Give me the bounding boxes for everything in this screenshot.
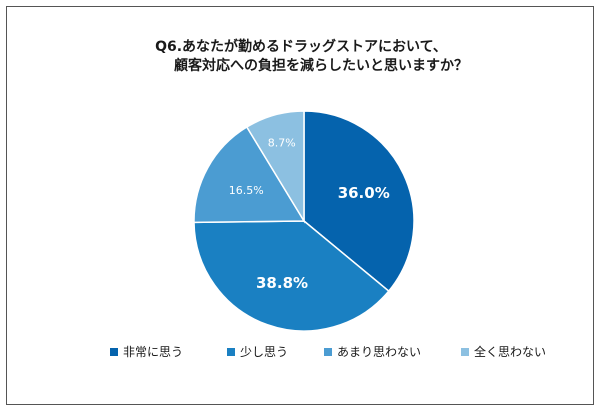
pie-data-label-1: 36.0% (338, 184, 390, 202)
pie-slice-1 (303, 110, 415, 293)
legend-swatch-4 (461, 347, 469, 356)
legend-swatch-1 (110, 347, 118, 356)
chart-title: Q6.あなたが勤めるドラッグストアにおいて、 顧客対応への負担を減らしたいと思い… (0, 38, 602, 76)
pie-data-label-3: 16.5% (229, 184, 264, 197)
legend-item-3: あまり思わない (324, 343, 421, 360)
legend-label-3: あまり思わない (337, 345, 422, 359)
pie-slice-3 (193, 125, 306, 224)
pie-data-label-2: 38.8% (256, 274, 308, 292)
legend-item-1: 非常に思う (110, 343, 183, 360)
legend-item-2: 少し思う (227, 343, 288, 360)
pie-slice-2 (193, 220, 390, 332)
pie-data-label-4: 8.7% (268, 137, 296, 150)
legend-swatch-3 (324, 347, 332, 356)
legend-label-4: 全く思わない (474, 345, 547, 359)
pie-slice-4 (245, 110, 305, 224)
legend-label-2: 少し思う (240, 345, 289, 359)
chart-title-line1: Q6.あなたが勤めるドラッグストアにおいて、 (155, 39, 447, 55)
legend-swatch-2 (227, 347, 235, 356)
chart-title-line2: 顧客対応への負担を減らしたいと思いますか？ (174, 58, 468, 74)
legend-label-1: 非常に思う (123, 345, 184, 359)
legend: 非常に思う 少し思う あまり思わない 全く思わない (0, 343, 602, 363)
legend-item-4: 全く思わない (461, 343, 546, 360)
